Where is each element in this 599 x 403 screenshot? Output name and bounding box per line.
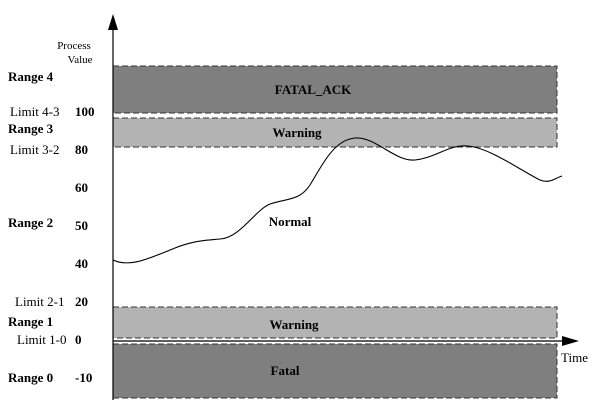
limit-label-2-1: Limit 2-1 bbox=[15, 294, 64, 309]
band-label-warning-lower: Warning bbox=[269, 317, 319, 332]
band-fatal bbox=[112, 343, 558, 399]
range-label-3: Range 3 bbox=[8, 121, 54, 136]
band-label-warning-upper: Warning bbox=[272, 125, 322, 140]
range-label-2: Range 2 bbox=[8, 215, 53, 230]
tick-50: 50 bbox=[75, 218, 88, 233]
limit-label-1-0: Limit 1-0 bbox=[17, 332, 66, 347]
tick-20: 20 bbox=[75, 294, 88, 309]
limit-label-4-3: Limit 4-3 bbox=[10, 104, 59, 119]
band-label-fatal: Fatal bbox=[271, 363, 300, 378]
range-label-0: Range 0 bbox=[8, 370, 53, 385]
y-axis-label-line1: Process bbox=[57, 40, 91, 52]
band-warning-lower bbox=[112, 306, 558, 339]
band-fatal-ack bbox=[112, 65, 558, 114]
y-axis-label-line2: Value bbox=[67, 54, 92, 66]
range-label-1: Range 1 bbox=[8, 314, 53, 329]
tick-40: 40 bbox=[75, 256, 88, 271]
tick-0: 0 bbox=[75, 332, 82, 347]
tick-80: 80 bbox=[75, 142, 88, 157]
x-axis-arrow bbox=[562, 336, 579, 346]
limit-label-3-2: Limit 3-2 bbox=[10, 142, 59, 157]
tick-minus-10: -10 bbox=[75, 370, 92, 385]
range-label-4: Range 4 bbox=[8, 69, 54, 84]
tick-60: 60 bbox=[75, 180, 88, 195]
process-value-curve bbox=[112, 137, 563, 264]
normal-label: Normal bbox=[269, 214, 312, 229]
band-warning-upper bbox=[112, 117, 558, 148]
y-axis-arrow bbox=[108, 14, 118, 30]
x-axis-label: Time bbox=[561, 350, 588, 365]
band-label-fatal-ack: FATAL_ACK bbox=[275, 82, 352, 97]
tick-100: 100 bbox=[75, 104, 95, 119]
